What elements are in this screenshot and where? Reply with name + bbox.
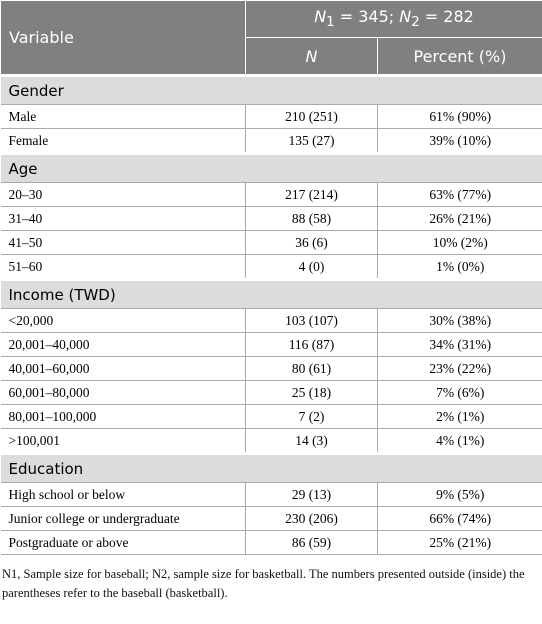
header-row: Variable N1 = 345; N2 = 282 xyxy=(0,0,542,76)
table-cell: 41–50 xyxy=(0,230,246,255)
table-cell: Female xyxy=(0,128,246,154)
table-cell: 66% (74%) xyxy=(377,506,542,531)
table-cell: 63% (77%) xyxy=(377,182,542,207)
table-cell: 61% (90%) xyxy=(377,104,542,129)
data-row: 40,001–60,000 80 (61) 23% (22%) xyxy=(0,356,542,381)
header-cell: N xyxy=(245,37,378,76)
table-cell: Junior college or undergraduate xyxy=(0,506,246,531)
table-cell: 135 (27) xyxy=(245,128,378,154)
header-text: 1 xyxy=(326,15,335,31)
section-row: Gender xyxy=(0,74,542,105)
data-row: Female 135 (27) 39% (10%) xyxy=(0,128,542,154)
header-text: N xyxy=(399,7,412,27)
table-cell: 1% (0%) xyxy=(377,254,542,280)
header-text: 2 xyxy=(411,15,420,31)
data-row: Junior college or undergraduate 230 (206)… xyxy=(0,506,542,531)
table-cell: 60,001–80,000 xyxy=(0,380,246,405)
data-row: <20,000 103 (107) 30% (38%) xyxy=(0,308,542,333)
table-cell: Postgraduate or above xyxy=(0,530,246,555)
table-cell: 20,001–40,000 xyxy=(0,332,246,357)
header-text: = 345; xyxy=(334,7,400,27)
table-cell: 25% (21%) xyxy=(377,530,542,555)
section-row: Income (TWD) xyxy=(0,278,542,309)
table-cell: 30% (38%) xyxy=(377,308,542,333)
data-row: Postgraduate or above 86 (59) 25% (21%) xyxy=(0,530,542,555)
section-title: Gender xyxy=(0,74,542,105)
table-cell: 217 (214) xyxy=(245,182,378,207)
table-cell: 36 (6) xyxy=(245,230,378,255)
data-row: 41–50 36 (6) 10% (2%) xyxy=(0,230,542,255)
table-cell: 210 (251) xyxy=(245,104,378,129)
data-row: 20–30 217 (214) 63% (77%) xyxy=(0,182,542,207)
table-cell: 4 (0) xyxy=(245,254,378,280)
table-cell: 51–60 xyxy=(0,254,246,280)
data-row: Male 210 (251) 61% (90%) xyxy=(0,104,542,129)
table-cell: 2% (1%) xyxy=(377,404,542,429)
data-row: 51–60 4 (0) 1% (0%) xyxy=(0,254,542,280)
table-cell: 7% (6%) xyxy=(377,380,542,405)
table-cell: 23% (22%) xyxy=(377,356,542,381)
header-cell: N1 = 345; N2 = 282 xyxy=(245,0,542,38)
table-cell: 39% (10%) xyxy=(377,128,542,154)
table-cell: 34% (31%) xyxy=(377,332,542,357)
table-cell: 80,001–100,000 xyxy=(0,404,246,429)
table-cell: 40,001–60,000 xyxy=(0,356,246,381)
table-cell: High school or below xyxy=(0,482,246,507)
header-cell: Percent (%) xyxy=(377,37,542,76)
table-cell: 14 (3) xyxy=(245,428,378,454)
table-cell: 80 (61) xyxy=(245,356,378,381)
data-row: 80,001–100,000 7 (2) 2% (1%) xyxy=(0,404,542,429)
table-cell: <20,000 xyxy=(0,308,246,333)
table-cell: 9% (5%) xyxy=(377,482,542,507)
section-row: Education xyxy=(0,452,542,483)
table-cell: 20–30 xyxy=(0,182,246,207)
table-cell: 7 (2) xyxy=(245,404,378,429)
header-text: N xyxy=(314,7,327,27)
table-cell: 86 (59) xyxy=(245,530,378,555)
data-row: >100,001 14 (3) 4% (1%) xyxy=(0,428,542,454)
table-cell: 4% (1%) xyxy=(377,428,542,454)
table-header: Variable N1 = 345; N2 = 282 N Percent (%… xyxy=(0,0,542,76)
table-cell: >100,001 xyxy=(0,428,246,454)
table-cell: 26% (21%) xyxy=(377,206,542,231)
header-text: = 282 xyxy=(419,7,474,27)
table-cell: Male xyxy=(0,104,246,129)
header-row: N Percent (%) xyxy=(1,37,542,76)
table-cell: 230 (206) xyxy=(245,506,378,531)
data-table: Variable N1 = 345; N2 = 282 N Percent (%… xyxy=(0,0,542,555)
section-title: Age xyxy=(0,152,542,183)
data-row: 20,001–40,000 116 (87) 34% (31%) xyxy=(0,332,542,357)
data-row: 60,001–80,000 25 (18) 7% (6%) xyxy=(0,380,542,405)
table-cell: 25 (18) xyxy=(245,380,378,405)
section-title: Education xyxy=(0,452,542,483)
header-cell: Variable xyxy=(0,0,246,76)
table-body: Gender Male 210 (251) 61% (90%) Female 135 (2… xyxy=(0,74,542,555)
table-cell: 116 (87) xyxy=(245,332,378,357)
section-title: Income (TWD) xyxy=(0,278,542,309)
header-text: N xyxy=(305,46,318,66)
table-cell: 103 (107) xyxy=(245,308,378,333)
footnote: N1, Sample size for baseball; N2, sample… xyxy=(2,567,525,600)
table-cell: 88 (58) xyxy=(245,206,378,231)
table-cell: 10% (2%) xyxy=(377,230,542,255)
table-cell: 31–40 xyxy=(0,206,246,231)
data-row: High school or below 29 (13) 9% (5%) xyxy=(0,482,542,507)
data-row: 31–40 88 (58) 26% (21%) xyxy=(0,206,542,231)
section-row: Age xyxy=(0,152,542,183)
table-cell: 29 (13) xyxy=(245,482,378,507)
